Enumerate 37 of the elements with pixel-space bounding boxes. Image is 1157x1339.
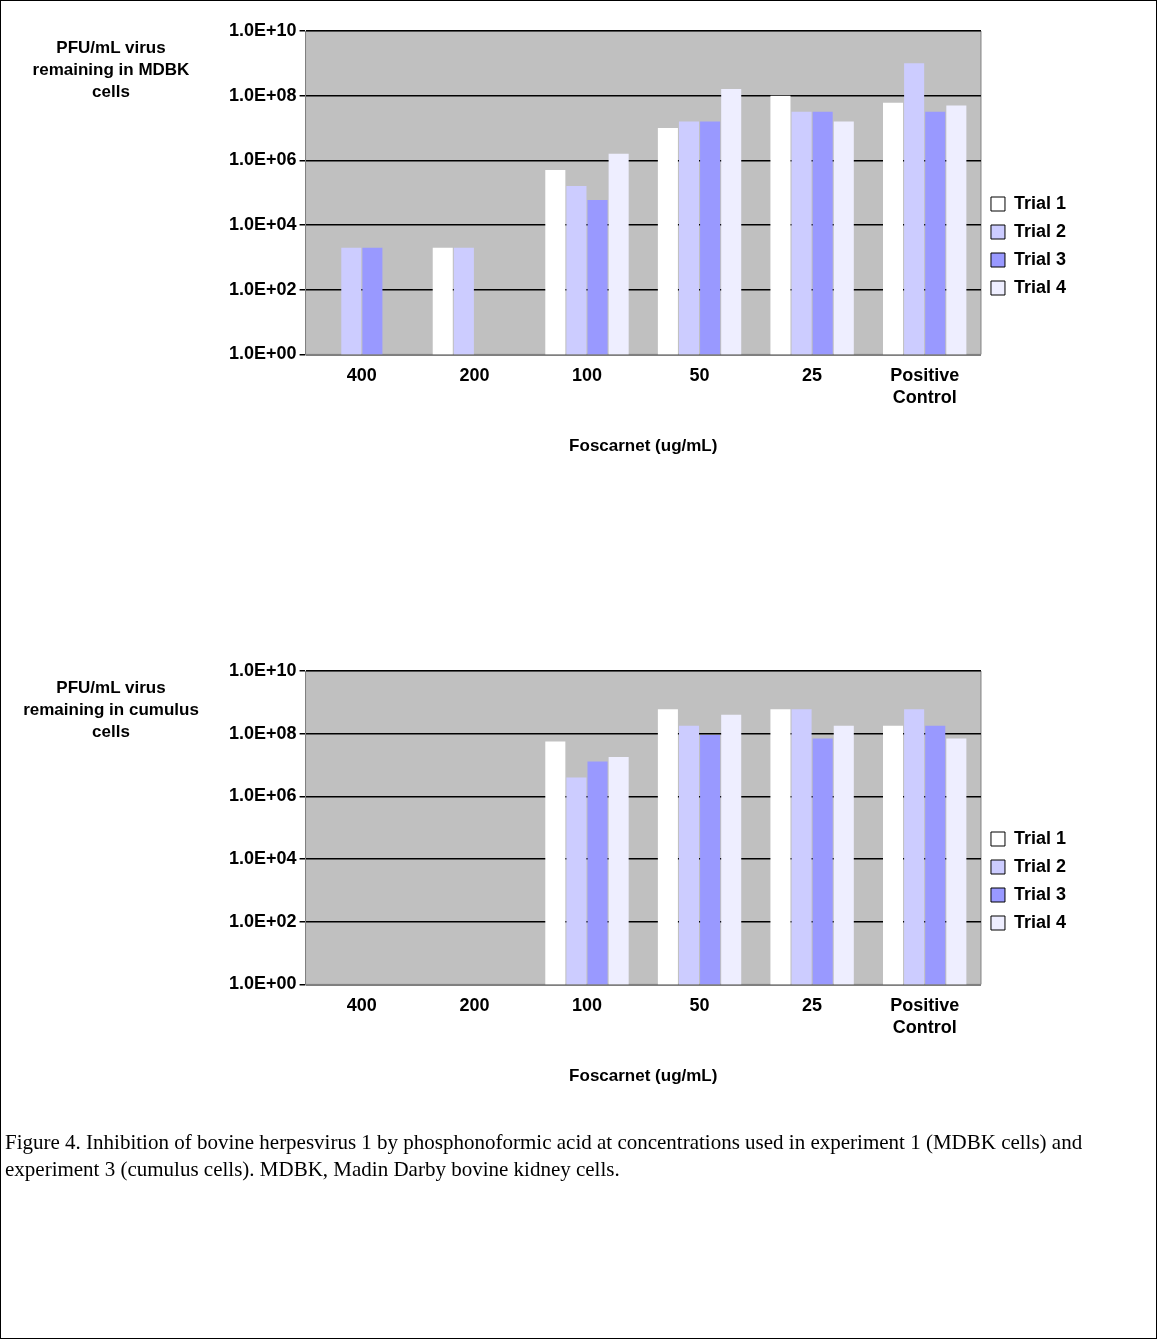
y-tick-label: 1.0E+04 bbox=[229, 848, 297, 869]
y-tick-label: 1.0E+06 bbox=[229, 785, 297, 806]
y-axis-title: PFU/mL virus remaining in MDBK cells bbox=[31, 37, 191, 103]
x-tick-label: 400 bbox=[346, 365, 377, 386]
x-tick-label: 200 bbox=[459, 365, 490, 386]
legend-label: Trial 2 bbox=[1013, 220, 1066, 241]
x-tick-label: Positive Control bbox=[890, 995, 960, 1037]
legend-label: Trial 4 bbox=[1013, 276, 1066, 297]
legend-label: Trial 1 bbox=[1013, 192, 1066, 213]
x-tick-label: 400 bbox=[346, 995, 377, 1016]
caption: Figure 4. Inhibition of bovine herpesvirus 1 by phosphonoformic acid at concentrations used in experiment 1 (MDBK cells) and experiment 3 (cumulus cells). MDBK, Madin Darby bovine kidney cells. bbox=[5, 1129, 1084, 1183]
x-tick-label: 25 bbox=[802, 365, 823, 386]
y-axis-title: PFU/mL virus remaining in cumulus cells bbox=[22, 677, 200, 743]
y-tick-label: 1.0E+00 bbox=[229, 343, 297, 364]
x-axis-title: Foscarnet (ug/mL) bbox=[569, 1066, 718, 1086]
y-tick-label: 1.0E+06 bbox=[229, 149, 297, 170]
legend-label: Trial 1 bbox=[1013, 827, 1066, 848]
x-tick-label: 100 bbox=[571, 995, 602, 1016]
x-tick-label: 25 bbox=[802, 995, 823, 1016]
x-tick-label: 50 bbox=[689, 365, 710, 386]
x-tick-label: 50 bbox=[689, 995, 710, 1016]
x-tick-label: 200 bbox=[459, 995, 490, 1016]
y-tick-label: 1.0E+02 bbox=[229, 910, 297, 931]
x-tick-label: Positive Control bbox=[890, 365, 960, 407]
legend-label: Trial 3 bbox=[1013, 248, 1066, 269]
y-tick-label: 1.0E+08 bbox=[229, 722, 297, 743]
legend-label: Trial 3 bbox=[1013, 883, 1066, 904]
legend-label: Trial 2 bbox=[1013, 855, 1066, 876]
y-tick-label: 1.0E+00 bbox=[229, 973, 297, 994]
y-tick-label: 1.0E+04 bbox=[229, 214, 297, 235]
x-axis-title: Foscarnet (ug/mL) bbox=[569, 436, 718, 456]
y-tick-label: 1.0E+02 bbox=[229, 278, 297, 299]
legend-label: Trial 4 bbox=[1013, 911, 1066, 932]
y-tick-label: 1.0E+08 bbox=[229, 84, 297, 105]
y-tick-label: 1.0E+10 bbox=[229, 659, 297, 680]
y-tick-label: 1.0E+10 bbox=[229, 19, 297, 40]
x-tick-label: 100 bbox=[571, 365, 602, 386]
